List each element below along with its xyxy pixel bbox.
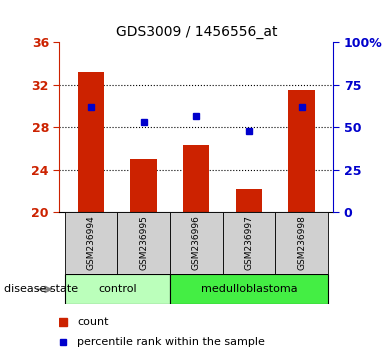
- Bar: [223, 212, 275, 274]
- Bar: [65, 212, 117, 274]
- Bar: [65, 274, 170, 304]
- Bar: [236, 189, 262, 212]
- Title: GDS3009 / 1456556_at: GDS3009 / 1456556_at: [116, 25, 277, 39]
- Text: count: count: [77, 316, 109, 327]
- Bar: [117, 212, 170, 274]
- Text: GSM236997: GSM236997: [244, 216, 254, 270]
- Text: disease state: disease state: [4, 284, 78, 295]
- Text: medulloblastoma: medulloblastoma: [201, 284, 297, 295]
- Text: GSM236995: GSM236995: [139, 216, 148, 270]
- Text: control: control: [98, 284, 137, 295]
- Bar: [288, 90, 315, 212]
- Text: GSM236998: GSM236998: [297, 216, 306, 270]
- Text: GSM236996: GSM236996: [192, 216, 201, 270]
- Bar: [131, 159, 157, 212]
- Bar: [78, 72, 104, 212]
- Bar: [170, 274, 328, 304]
- Bar: [275, 212, 328, 274]
- Bar: [183, 145, 210, 212]
- Text: percentile rank within the sample: percentile rank within the sample: [77, 337, 265, 347]
- Bar: [170, 212, 223, 274]
- Text: GSM236994: GSM236994: [87, 216, 95, 270]
